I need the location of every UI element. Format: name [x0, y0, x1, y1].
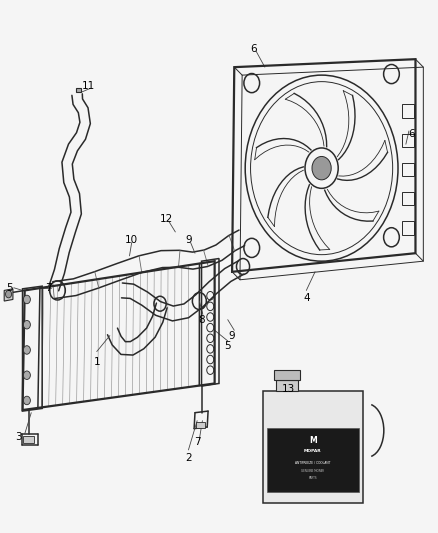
- Bar: [263, 391, 363, 503]
- Text: 12: 12: [160, 214, 173, 224]
- Circle shape: [23, 295, 30, 304]
- Text: 11: 11: [81, 81, 95, 91]
- Text: 6: 6: [408, 128, 414, 139]
- Circle shape: [6, 290, 12, 298]
- Bar: [276, 379, 297, 391]
- Bar: [402, 192, 414, 205]
- Text: 7: 7: [46, 283, 52, 293]
- Circle shape: [23, 346, 30, 354]
- Text: GENUINE MOPAR: GENUINE MOPAR: [301, 469, 325, 473]
- Text: 9: 9: [185, 235, 192, 245]
- Text: 4: 4: [303, 293, 310, 303]
- Text: 13: 13: [282, 384, 296, 394]
- Bar: [402, 221, 414, 235]
- Bar: [196, 422, 205, 428]
- Text: 9: 9: [229, 330, 235, 341]
- Bar: [23, 435, 34, 443]
- Bar: [402, 104, 414, 118]
- Text: 2: 2: [185, 453, 192, 463]
- Text: 3: 3: [15, 432, 21, 442]
- Text: ANTIFREEZE / COOLANT: ANTIFREEZE / COOLANT: [295, 461, 331, 465]
- Text: 5: 5: [224, 341, 231, 351]
- Bar: [267, 427, 359, 492]
- Polygon shape: [4, 289, 13, 301]
- Text: 8: 8: [198, 314, 205, 325]
- Text: 5: 5: [6, 283, 13, 293]
- Circle shape: [23, 371, 30, 379]
- Text: PARTS: PARTS: [308, 475, 317, 480]
- Text: 1: 1: [93, 357, 100, 367]
- Text: M: M: [309, 436, 317, 445]
- Polygon shape: [76, 88, 81, 92]
- Bar: [274, 370, 300, 379]
- Text: MOPAR: MOPAR: [304, 449, 321, 453]
- Bar: [402, 134, 414, 147]
- Text: 10: 10: [125, 235, 138, 245]
- Bar: [402, 163, 414, 176]
- Circle shape: [23, 396, 30, 405]
- Circle shape: [312, 157, 331, 180]
- Circle shape: [23, 320, 30, 329]
- Text: 7: 7: [194, 437, 201, 447]
- Text: 6: 6: [251, 44, 257, 53]
